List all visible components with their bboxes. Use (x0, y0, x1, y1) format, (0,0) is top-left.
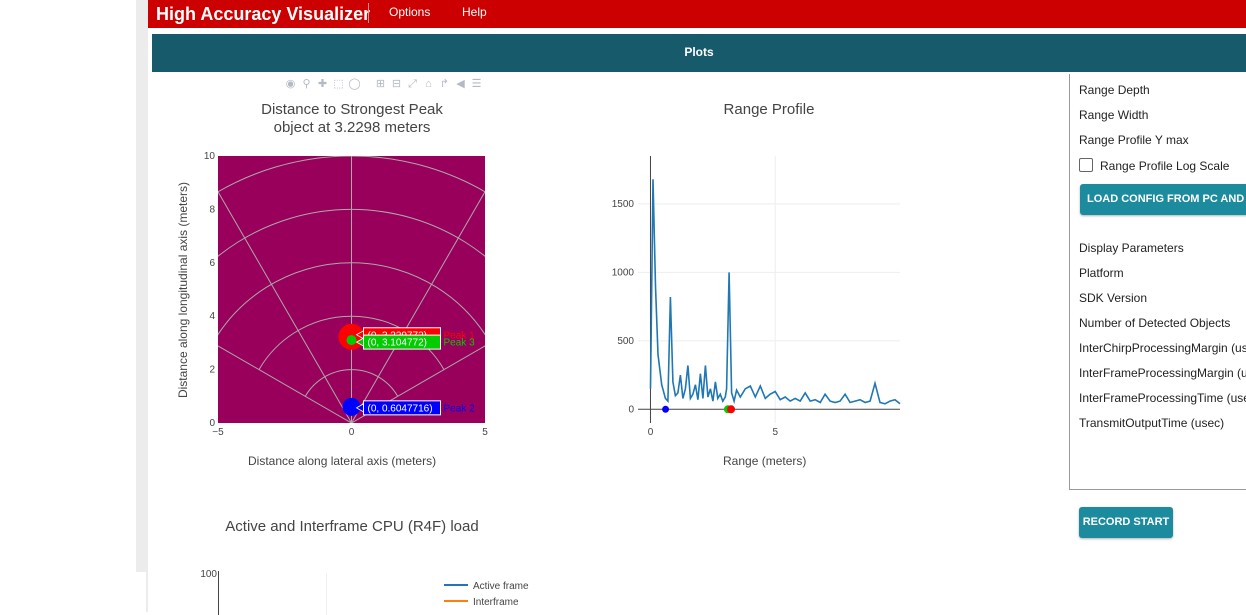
inter-chirp-margin-label: InterChirpProcessingMargin (usec) (1079, 341, 1246, 355)
zoom-icon[interactable]: ⚲ (302, 77, 311, 90)
range-x-axis-title: Range (meters) (723, 454, 807, 468)
distance-y-tick-label: 10 (204, 151, 216, 162)
num-detected-objects-label: Number of Detected Objects (1079, 316, 1231, 330)
range-plot-title: Range Profile (723, 101, 815, 118)
title-separator (368, 3, 369, 23)
distance-x-tick-label: 0 (349, 427, 355, 438)
distance-y-axis-title: Distance along longitudinal axis (meters… (176, 181, 190, 399)
distance-plot-subtitle: object at 3.2298 meters (273, 119, 431, 136)
distance-y-tick-label: 8 (209, 204, 215, 215)
inter-frame-margin-label: InterFrameProcessingMargin (usec) (1079, 366, 1246, 380)
pan-icon[interactable]: ✚ (317, 77, 328, 90)
range-profile-line (649, 179, 901, 405)
display-parameters-label: Display Parameters (1079, 241, 1184, 255)
range-y-tick-label: 1000 (612, 267, 635, 278)
range-profile-plot[interactable]: 0 500 1000 1500 0 5 (600, 150, 920, 450)
sdk-version-label: SDK Version (1079, 291, 1148, 305)
lasso-select-icon[interactable]: ◯ (348, 77, 361, 90)
distance-y-tick-label: 0 (209, 418, 215, 429)
zoom-out-icon[interactable]: ⊟ (391, 77, 402, 90)
peak-marker (346, 335, 357, 346)
left-blank-area (0, 0, 136, 572)
peak-value-label: (0, 0.6047716) (368, 403, 433, 414)
settings-panel: Range Depth Range Width Range Profile Y … (1069, 74, 1246, 490)
log-scale-checkbox[interactable] (1079, 158, 1093, 172)
transmit-output-time-label: TransmitOutputTime (usec) (1079, 416, 1225, 430)
box-select-icon[interactable]: ⬚ (333, 77, 344, 90)
app-title: High Accuracy Visualizer (156, 4, 371, 24)
range-peak-marker (662, 405, 670, 413)
range-x-tick-label: 5 (772, 427, 778, 438)
distance-x-tick-label: −5 (212, 427, 224, 438)
polar-grid-spoke (351, 190, 485, 423)
cpu-y-tick-label: 100 (200, 569, 217, 580)
polar-grid-spoke (351, 345, 485, 423)
range-peak-marker (727, 405, 736, 414)
record-start-button[interactable]: RECORD START (1079, 507, 1173, 538)
distance-y-tick-label: 6 (209, 258, 215, 269)
zoom-in-icon[interactable]: ⊞ (375, 77, 386, 90)
log-scale-label: Range Profile Log Scale (1100, 159, 1230, 173)
peak-marker (342, 397, 361, 416)
peak-label-box (363, 400, 441, 416)
polar-grid-spoke (218, 190, 352, 423)
legend-label-active-frame: Active frame (473, 581, 529, 592)
peak-name-label: Peak 1 (444, 330, 476, 341)
range-width-label: Range Width (1079, 108, 1149, 122)
menu-help[interactable]: Help (462, 5, 487, 19)
polar-grid-spoke (218, 345, 352, 423)
hover-compare-icon[interactable]: ☰ (471, 77, 482, 90)
range-depth-label: Range Depth (1079, 83, 1150, 97)
peak-value-label: (0, 3.104772) (368, 338, 428, 349)
range-profile-ymax-label: Range Profile Y max (1079, 133, 1189, 147)
top-header-bar: High Accuracy Visualizer Options Help (148, 0, 1246, 28)
menu-options[interactable]: Options (389, 5, 431, 19)
legend-label-interframe: Interframe (473, 597, 519, 608)
peak-name-label: Peak 3 (444, 338, 476, 349)
inter-frame-time-label: InterFrameProcessingTime (usec) (1079, 391, 1246, 405)
cpu-plot-title: Active and Interframe CPU (R4F) load (225, 518, 479, 535)
range-y-tick-label: 500 (617, 336, 634, 347)
peak-label-box (363, 334, 441, 350)
left-divider-lower (146, 572, 148, 612)
range-x-tick-label: 0 (648, 427, 654, 438)
load-config-button[interactable]: LOAD CONFIG FROM PC AND SEND (1080, 184, 1246, 215)
camera-icon[interactable]: ◉ (285, 77, 296, 90)
distance-x-axis-title: Distance along lateral axis (meters) (248, 454, 437, 468)
cpu-load-plot[interactable]: 100 Active frame Interframe (190, 565, 550, 615)
distance-plot-title: Distance to Strongest Peak (261, 101, 443, 118)
platform-label: Platform (1079, 266, 1124, 280)
tab-plots[interactable]: Plots (152, 34, 1246, 72)
distance-x-tick-label: 5 (482, 427, 488, 438)
hover-closest-icon[interactable]: ◀ (456, 77, 465, 90)
plot-modebar: ◉ ⚲ ✚ ⬚ ◯ ⊞ ⊟ ⤢ ⌂ ↱ ◀ ☰ (284, 76, 483, 92)
range-y-tick-label: 1500 (612, 199, 635, 210)
tab-plots-label: Plots (684, 45, 714, 59)
distance-y-tick-label: 4 (209, 311, 215, 322)
distance-y-tick-label: 2 (209, 365, 215, 376)
left-divider (136, 0, 148, 572)
range-y-tick-label: 0 (628, 404, 634, 415)
autoscale-icon[interactable]: ⤢ (408, 77, 417, 90)
reset-axes-icon[interactable]: ⌂ (425, 77, 432, 90)
spike-lines-icon[interactable]: ↱ (439, 77, 450, 90)
peak-name-label: Peak 2 (444, 403, 476, 414)
